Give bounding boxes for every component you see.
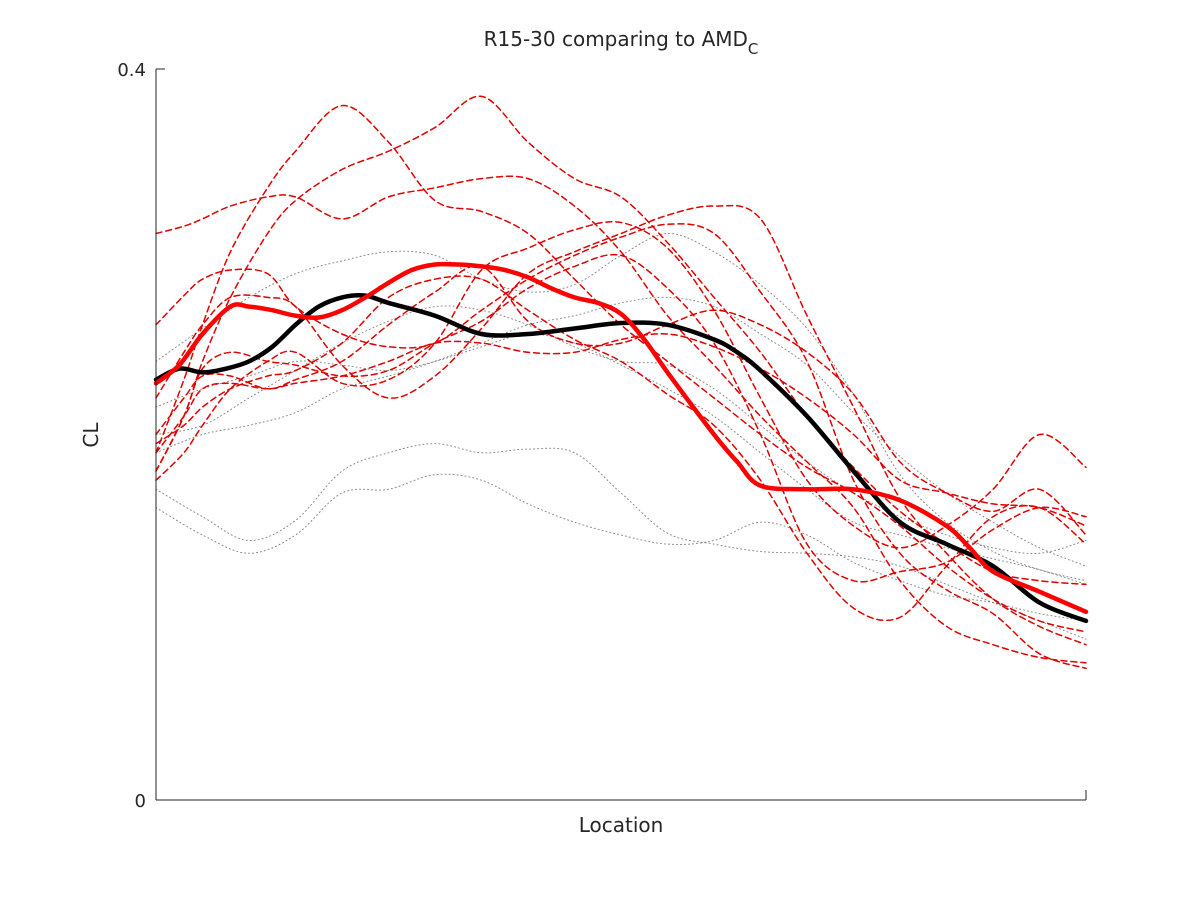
y-axis-label: CL — [79, 422, 103, 448]
reference-individual-line-0 — [155, 443, 1087, 640]
mean-reference-line — [153, 292, 1089, 624]
y-tick-label-bottom: 0 — [135, 791, 146, 812]
axes — [155, 68, 1087, 801]
plot-area: 0.4 0 — [117, 60, 1089, 812]
group-individual-line-15 — [155, 253, 1087, 583]
group-individual-line-13 — [155, 333, 1087, 527]
reference-individual-line-3 — [155, 232, 1087, 582]
reference-individual-line-4 — [155, 333, 1087, 585]
mean-group-line — [153, 261, 1089, 615]
group-individual-line-12 — [155, 264, 1087, 536]
group-individual-line-10 — [155, 223, 1087, 670]
series-layer — [153, 95, 1089, 670]
group-individual-line-11 — [155, 221, 1087, 549]
x-axis-label: Location — [579, 813, 664, 837]
group-individual-line-6 — [155, 175, 1087, 664]
group-individual-line-14 — [155, 275, 1087, 622]
group-individual-line-8 — [155, 95, 1087, 586]
y-tick-label-top: 0.4 — [117, 60, 146, 81]
chart-title: R15-30 comparing to AMDC — [484, 27, 759, 58]
chart-title-subscript: C — [748, 40, 758, 58]
chart-title-main: R15-30 comparing to AMD — [484, 27, 748, 51]
group-individual-line-9 — [155, 204, 1087, 646]
reference-individual-line-5 — [155, 473, 1087, 622]
